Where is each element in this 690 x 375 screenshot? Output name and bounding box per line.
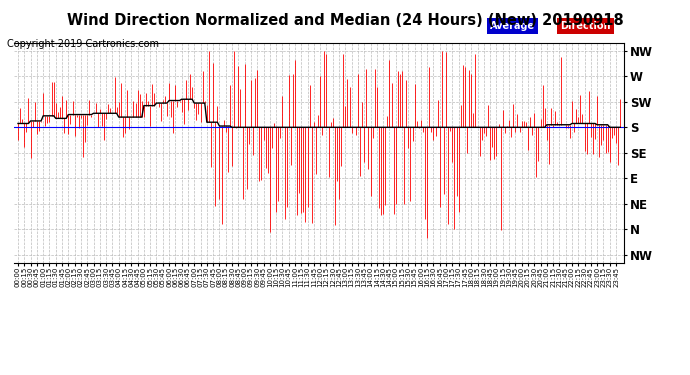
Text: Direction: Direction: [560, 21, 611, 31]
Text: Wind Direction Normalized and Median (24 Hours) (New) 20190918: Wind Direction Normalized and Median (24…: [67, 13, 623, 28]
Text: Copyright 2019 Cartronics.com: Copyright 2019 Cartronics.com: [7, 39, 159, 50]
Text: Average: Average: [490, 21, 535, 31]
